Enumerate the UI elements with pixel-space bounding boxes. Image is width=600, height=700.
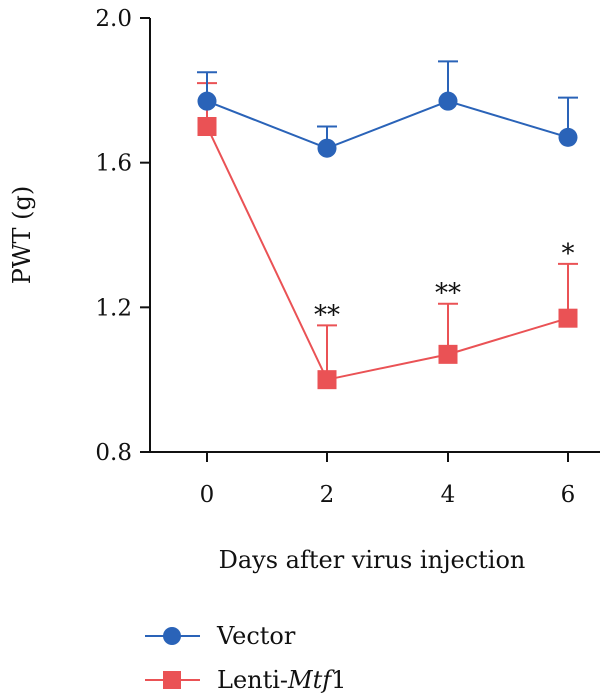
y-axis: 0.8 1.2 1.6 2.0 (95, 6, 151, 466)
data-point-square (197, 117, 217, 136)
y-ticks: 0.8 1.2 1.6 2.0 (95, 6, 150, 466)
legend-label-italic: Mtf (287, 666, 335, 694)
x-axis: 0 2 4 6 (150, 451, 600, 508)
significance-annotations: ***** (314, 239, 575, 330)
legend-marker-vector (163, 627, 181, 645)
y-tick-label: 0.8 (95, 440, 132, 466)
y-tick-label: 1.2 (95, 295, 132, 321)
legend-marker-lenti-mtf1 (163, 671, 181, 689)
legend-label-suffix: 1 (331, 666, 346, 694)
significance-label: ** (314, 300, 340, 330)
x-ticks: 0 2 4 6 (200, 452, 576, 508)
x-axis-title: Days after virus injection (219, 546, 526, 574)
series-1 (197, 82, 578, 390)
significance-label: * (562, 239, 575, 269)
x-tick-label: 0 (200, 482, 215, 508)
data-point-circle (558, 127, 578, 147)
legend-label-lenti-mtf1: Lenti-Mtf1 (217, 666, 346, 694)
y-axis-title: PWT (g) (8, 186, 36, 285)
data-point-circle (317, 138, 337, 158)
legend: Vector Lenti-Mtf1 (145, 622, 346, 694)
y-tick-label: 2.0 (95, 6, 132, 32)
data-point-square (558, 308, 578, 328)
series-layer (197, 60, 578, 390)
data-point-circle (197, 91, 217, 111)
data-point-square (438, 344, 458, 364)
significance-label: ** (435, 279, 461, 309)
y-tick-label: 1.6 (95, 151, 132, 177)
legend-item-lenti-mtf1: Lenti-Mtf1 (145, 666, 346, 694)
legend-label-vector: Vector (216, 622, 296, 650)
x-tick-label: 4 (441, 482, 456, 508)
data-point-circle (438, 91, 458, 111)
series-0 (197, 60, 578, 158)
legend-item-vector: Vector (145, 622, 296, 650)
series-line (206, 126, 569, 381)
x-tick-label: 2 (320, 482, 335, 508)
series-line (206, 100, 569, 150)
data-point-square (317, 370, 337, 390)
x-tick-label: 6 (561, 482, 576, 508)
legend-label-prefix: Lenti- (217, 666, 288, 694)
